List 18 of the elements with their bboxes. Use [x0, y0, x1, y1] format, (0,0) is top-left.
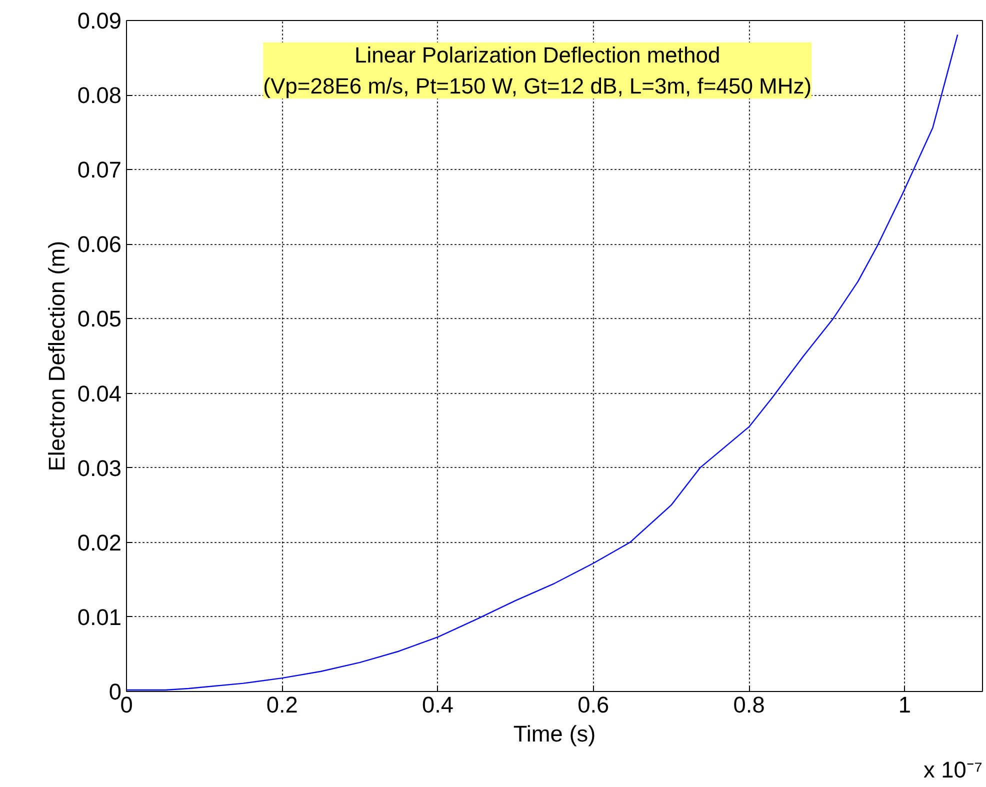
y-tick-label: 0.03	[77, 454, 122, 481]
y-tick-label: 0.05	[77, 306, 122, 332]
y-tick-label: 0.09	[77, 8, 122, 34]
y-tick-label: 0.02	[77, 529, 122, 556]
annotation: Linear Polarization Deflection method (Vp=28E6 m/s, Pt=150 W, Gt=12 dB, L=3m, f=450 MHz)	[263, 42, 812, 99]
y-tick-label: 0.06	[77, 231, 122, 258]
x-tick-label: 0.2	[266, 692, 298, 718]
x-axis-title: Time (s)	[513, 720, 596, 746]
y-tick-label: 0.07	[77, 156, 122, 183]
x-tick-label: 0.8	[733, 692, 765, 718]
y-axis-title: Electron Deflection (m)	[43, 240, 70, 472]
y-tick-label: 0.04	[77, 380, 122, 406]
x-tick-label: 0.4	[422, 692, 454, 718]
text: x 10⁻⁷	[923, 756, 983, 782]
y-tick-label: 0.08	[77, 82, 122, 108]
x-tick-label: 1	[898, 692, 911, 718]
y-tick-label: 0.01	[77, 604, 122, 630]
x-tick-label: 0.6	[578, 692, 610, 718]
